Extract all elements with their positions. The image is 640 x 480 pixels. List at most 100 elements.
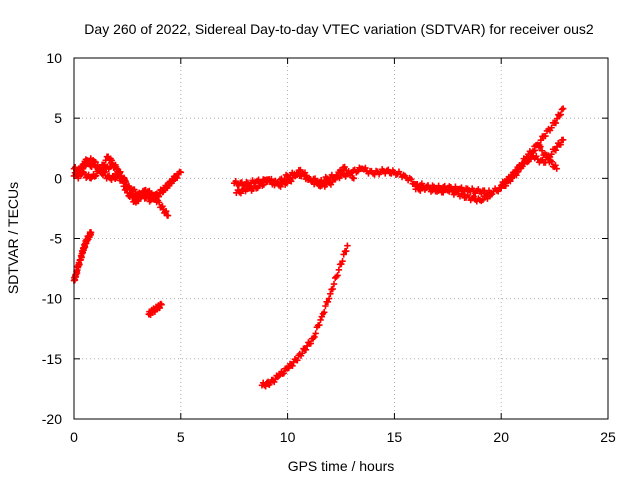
data-point bbox=[303, 172, 310, 179]
data-point bbox=[417, 187, 424, 194]
data-point bbox=[288, 178, 295, 185]
data-point bbox=[552, 147, 560, 154]
data-point bbox=[529, 148, 537, 155]
data-point bbox=[458, 184, 465, 191]
data-point bbox=[164, 212, 172, 219]
data-point bbox=[111, 175, 119, 182]
data-point bbox=[339, 257, 346, 265]
data-point bbox=[302, 346, 310, 354]
y-tick-label: -20 bbox=[42, 411, 62, 427]
data-point bbox=[347, 169, 354, 177]
grid-layer bbox=[74, 58, 608, 419]
data-point bbox=[340, 251, 347, 258]
series-arc-diagonal bbox=[258, 242, 351, 390]
data-point bbox=[173, 172, 180, 180]
data-point bbox=[316, 321, 323, 329]
data-point bbox=[338, 168, 345, 175]
data-point bbox=[333, 174, 341, 181]
data-point bbox=[112, 161, 119, 169]
data-point bbox=[537, 137, 545, 144]
data-point bbox=[129, 194, 136, 201]
series-arc-steep-left bbox=[70, 229, 95, 284]
series-arc-early-cluster-c bbox=[75, 155, 172, 219]
series-arc-late-rise-c bbox=[502, 141, 560, 187]
data-point bbox=[299, 350, 306, 357]
data-point bbox=[72, 164, 79, 171]
data-point bbox=[260, 181, 267, 188]
data-point bbox=[75, 175, 82, 182]
data-point bbox=[162, 207, 170, 215]
data-point bbox=[108, 176, 115, 183]
chart-title: Day 260 of 2022, Sidereal Day-to-day VTE… bbox=[84, 21, 594, 37]
data-point bbox=[556, 112, 563, 119]
data-point bbox=[313, 178, 321, 185]
data-point bbox=[548, 124, 555, 131]
data-point bbox=[135, 197, 142, 205]
data-point bbox=[97, 167, 104, 174]
data-point bbox=[155, 199, 163, 206]
data-point bbox=[124, 189, 131, 196]
y-tick-label: 10 bbox=[46, 50, 62, 66]
data-point bbox=[307, 340, 314, 347]
data-point bbox=[92, 158, 99, 166]
data-point bbox=[277, 183, 284, 190]
data-point bbox=[548, 150, 555, 158]
data-point bbox=[77, 169, 85, 177]
data-point bbox=[322, 302, 329, 310]
data-point bbox=[557, 141, 564, 148]
data-point bbox=[344, 242, 351, 249]
data-point bbox=[317, 316, 324, 324]
data-point bbox=[559, 105, 567, 112]
data-point bbox=[294, 171, 301, 179]
data-point bbox=[122, 185, 130, 193]
data-point bbox=[333, 273, 340, 280]
data-point bbox=[542, 132, 549, 140]
data-point bbox=[559, 136, 567, 144]
y-tick-label: 0 bbox=[54, 170, 62, 186]
data-point bbox=[506, 176, 514, 184]
data-point bbox=[362, 164, 369, 172]
x-tick-label: 10 bbox=[280, 429, 296, 445]
y-axis-label: SDTVAR / TECUs bbox=[5, 182, 21, 294]
data-point bbox=[312, 330, 319, 337]
plot-frame bbox=[73, 57, 609, 420]
data-point bbox=[329, 178, 336, 186]
data-point bbox=[169, 177, 177, 185]
data-point bbox=[459, 190, 467, 198]
ticks-layer: 0 5 10 15 20 25 -20 -15 -10 -5 0 5 10 bbox=[42, 50, 616, 445]
data-point bbox=[479, 196, 487, 204]
data-point bbox=[342, 167, 350, 174]
data-point bbox=[280, 369, 288, 377]
y-tick-label: -10 bbox=[42, 291, 62, 307]
data-point bbox=[329, 285, 336, 293]
series-arc-early-cluster-b bbox=[70, 153, 180, 205]
data-point bbox=[494, 188, 502, 195]
data-point bbox=[82, 156, 90, 163]
data-point bbox=[557, 111, 564, 118]
data-point bbox=[558, 106, 566, 113]
data-point bbox=[113, 165, 120, 172]
data-point bbox=[262, 383, 269, 390]
data-point bbox=[407, 176, 415, 183]
data-point bbox=[151, 191, 158, 199]
data-point bbox=[538, 147, 546, 154]
x-axis-label: GPS time / hours bbox=[288, 458, 395, 474]
data-point bbox=[342, 247, 350, 255]
data-point bbox=[159, 203, 166, 210]
data-point bbox=[115, 172, 123, 180]
data-point bbox=[440, 189, 447, 196]
data-point bbox=[87, 229, 95, 236]
data-point bbox=[350, 175, 358, 182]
data-point bbox=[525, 158, 532, 165]
x-tick-label: 25 bbox=[600, 429, 616, 445]
x-tick-label: 0 bbox=[70, 429, 78, 445]
data-point bbox=[552, 119, 560, 127]
data-point bbox=[553, 165, 560, 172]
data-point bbox=[517, 163, 524, 171]
data-point bbox=[237, 190, 245, 197]
data-point bbox=[548, 158, 556, 165]
x-tick-label: 15 bbox=[387, 429, 403, 445]
data-point bbox=[80, 162, 87, 169]
data-point bbox=[289, 362, 296, 370]
